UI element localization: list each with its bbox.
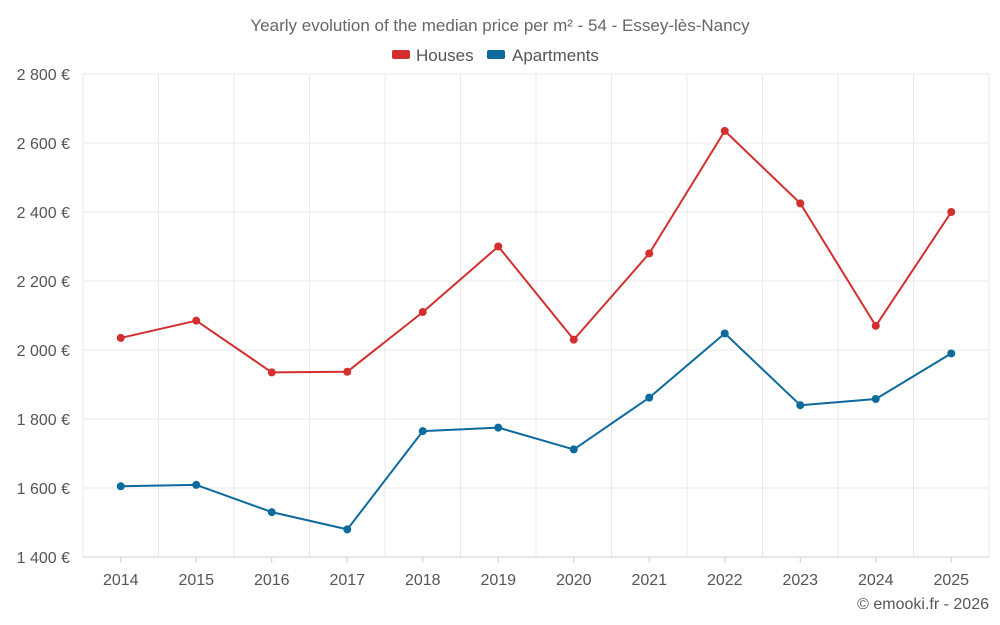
- x-axis: 2014 2015 2016 2017 2018 2019 2020 2021 2022 2023…: [103, 557, 969, 589]
- data-point-apartments[interactable]: [569, 445, 578, 454]
- series: [116, 126, 956, 534]
- y-tick-label: 1 600 €: [17, 481, 70, 498]
- chart-title: Yearly evolution of the median price per…: [250, 16, 750, 35]
- x-tick-label: 2019: [480, 572, 516, 589]
- x-tick-label: 2020: [556, 572, 592, 589]
- credit: © emooki.fr - 2026: [857, 596, 989, 613]
- legend-swatch-houses: [392, 50, 410, 59]
- data-point-apartments[interactable]: [796, 401, 805, 410]
- data-point-houses[interactable]: [267, 368, 276, 377]
- data-point-houses[interactable]: [871, 321, 880, 330]
- data-point-houses[interactable]: [192, 316, 201, 325]
- data-point-apartments[interactable]: [267, 508, 276, 517]
- legend-label-houses: Houses: [416, 46, 474, 65]
- y-tick-label: 1 400 €: [17, 550, 70, 567]
- x-tick-label: 2024: [858, 572, 894, 589]
- y-axis: 1 400 € 1 600 € 1 800 € 2 000 € 2 200 € 2 400…: [17, 67, 70, 567]
- x-tick-label: 2021: [631, 572, 667, 589]
- data-point-apartments[interactable]: [116, 482, 125, 491]
- y-tick-label: 2 800 €: [17, 67, 70, 84]
- x-tick-label: 2016: [254, 572, 290, 589]
- data-point-houses[interactable]: [116, 333, 125, 342]
- y-tick-label: 2 600 €: [17, 136, 70, 153]
- series-line-apartments: [120, 332, 952, 531]
- x-tick-label: 2014: [103, 572, 139, 589]
- data-point-houses[interactable]: [645, 249, 654, 258]
- legend-label-apartments: Apartments: [512, 46, 599, 65]
- data-point-houses[interactable]: [343, 367, 352, 376]
- data-point-apartments[interactable]: [947, 349, 956, 358]
- legend: Houses Apartments: [392, 46, 599, 65]
- y-tick-label: 2 000 €: [17, 343, 70, 360]
- y-tick-label: 1 800 €: [17, 412, 70, 429]
- data-point-apartments[interactable]: [720, 329, 729, 338]
- data-point-apartments[interactable]: [343, 525, 352, 534]
- x-tick-label: 2022: [707, 572, 743, 589]
- x-tick-label: 2018: [405, 572, 441, 589]
- x-tick-label: 2023: [782, 572, 818, 589]
- data-point-houses[interactable]: [720, 126, 729, 135]
- data-point-houses[interactable]: [494, 242, 503, 251]
- data-point-houses[interactable]: [569, 335, 578, 344]
- data-point-apartments[interactable]: [192, 480, 201, 489]
- data-point-apartments[interactable]: [645, 393, 654, 402]
- y-tick-label: 2 200 €: [17, 274, 70, 291]
- x-tick-label: 2015: [178, 572, 214, 589]
- data-point-houses[interactable]: [418, 308, 427, 317]
- data-point-apartments[interactable]: [494, 423, 503, 432]
- data-point-houses[interactable]: [796, 199, 805, 208]
- legend-item-houses[interactable]: Houses: [392, 46, 474, 65]
- legend-swatch-apartments: [487, 50, 505, 59]
- data-point-houses[interactable]: [947, 208, 956, 216]
- x-tick-label: 2017: [329, 572, 365, 589]
- legend-item-apartments[interactable]: Apartments: [487, 46, 599, 65]
- x-tick-label: 2025: [933, 572, 969, 589]
- grid: [82, 73, 990, 558]
- series-line-houses: [120, 129, 953, 374]
- y-tick-label: 2 400 €: [17, 205, 70, 222]
- data-point-apartments[interactable]: [871, 394, 880, 403]
- data-point-apartments[interactable]: [418, 427, 427, 436]
